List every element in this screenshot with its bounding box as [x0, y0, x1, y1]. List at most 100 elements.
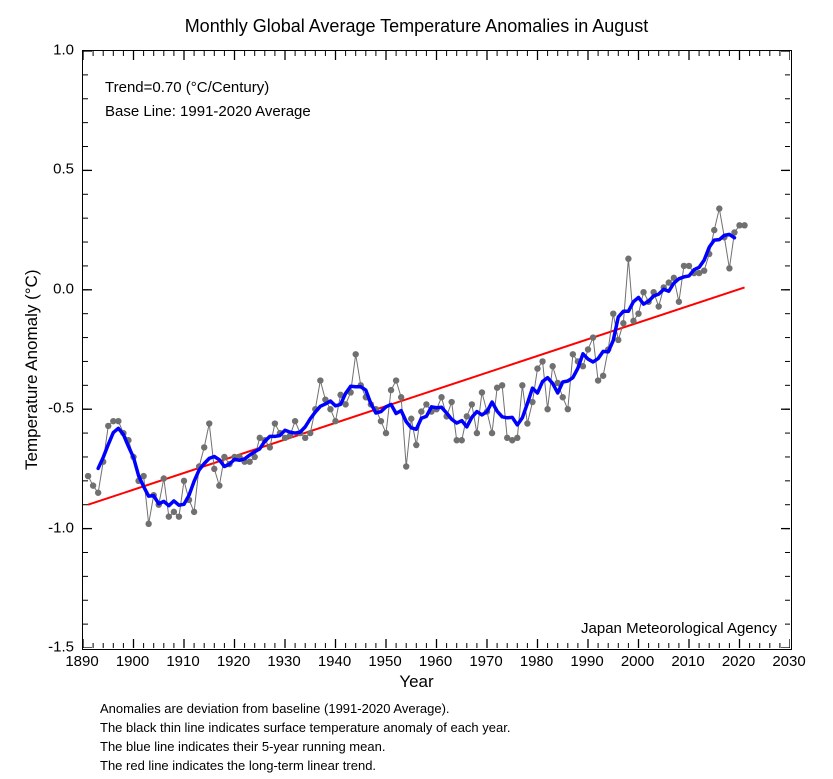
data-point — [398, 394, 404, 400]
data-point — [201, 444, 207, 450]
data-point — [216, 482, 222, 488]
x-axis-label: Year — [0, 672, 833, 692]
data-point — [423, 401, 429, 407]
data-point — [418, 408, 424, 414]
data-point — [267, 444, 273, 450]
data-point — [272, 420, 278, 426]
data-point — [383, 430, 389, 436]
data-point — [549, 363, 555, 369]
chart-title: Monthly Global Average Temperature Anoma… — [0, 16, 833, 37]
x-tick-label: 1920 — [217, 653, 250, 670]
y-tick-label: 0.0 — [34, 280, 74, 297]
data-point — [115, 418, 121, 424]
y-tick-label: 0.5 — [34, 161, 74, 178]
y-axis-label: Temperature Anomaly (°C) — [22, 270, 42, 470]
data-point — [105, 423, 111, 429]
data-point — [544, 406, 550, 412]
data-point — [469, 401, 475, 407]
data-point — [656, 303, 662, 309]
data-point — [590, 334, 596, 340]
x-tick-label: 2030 — [772, 653, 805, 670]
data-point — [499, 382, 505, 388]
raw-series-line — [88, 209, 745, 524]
data-point — [413, 442, 419, 448]
x-tick-label: 1960 — [419, 653, 452, 670]
data-point — [620, 320, 626, 326]
x-tick-label: 2000 — [621, 653, 654, 670]
x-tick-label: 1980 — [520, 653, 553, 670]
data-point — [90, 482, 96, 488]
data-point — [741, 222, 747, 228]
data-point — [640, 289, 646, 295]
data-point — [246, 459, 252, 465]
data-point — [479, 389, 485, 395]
data-point — [206, 420, 212, 426]
data-point — [211, 466, 217, 472]
data-point — [191, 509, 197, 515]
data-point — [565, 406, 571, 412]
data-point — [560, 394, 566, 400]
x-tick-label: 1890 — [65, 653, 98, 670]
data-point — [600, 373, 606, 379]
caption-block: Anomalies are deviation from baseline (1… — [100, 700, 510, 775]
data-point — [388, 387, 394, 393]
plot-area: Trend=0.70 (°C/Century) Base Line: 1991-… — [82, 50, 792, 650]
data-point — [585, 346, 591, 352]
x-tick-label: 1970 — [469, 653, 502, 670]
data-point — [448, 399, 454, 405]
x-tick-label: 1900 — [116, 653, 149, 670]
data-point — [716, 205, 722, 211]
x-tick-label: 1930 — [267, 653, 300, 670]
data-point — [408, 416, 414, 422]
data-point — [711, 227, 717, 233]
data-point — [327, 406, 333, 412]
y-tick-label: -0.5 — [34, 400, 74, 417]
data-point — [625, 256, 631, 262]
data-point — [474, 430, 480, 436]
x-tick-label: 1950 — [368, 653, 401, 670]
data-point — [676, 299, 682, 305]
data-point — [610, 310, 616, 316]
plot-svg — [83, 51, 790, 648]
x-tick-label: 1990 — [570, 653, 603, 670]
x-tick-label: 1910 — [166, 653, 199, 670]
smoothed-series-line — [98, 234, 734, 505]
data-point — [176, 513, 182, 519]
x-tick-label: 2020 — [722, 653, 755, 670]
data-point — [166, 513, 172, 519]
data-point — [317, 377, 323, 383]
data-point — [161, 475, 167, 481]
data-point — [307, 430, 313, 436]
data-point — [403, 463, 409, 469]
caption-line-4: The red line indicates the long-term lin… — [100, 757, 510, 776]
data-point — [378, 418, 384, 424]
y-tick-label: 1.0 — [34, 42, 74, 59]
data-point — [630, 318, 636, 324]
caption-line-2: The black thin line indicates surface te… — [100, 719, 510, 738]
data-point — [539, 358, 545, 364]
data-point — [701, 267, 707, 273]
data-point — [459, 437, 465, 443]
x-tick-label: 2010 — [671, 653, 704, 670]
data-point — [519, 382, 525, 388]
data-point — [292, 418, 298, 424]
data-point — [726, 265, 732, 271]
data-point — [635, 310, 641, 316]
data-point — [332, 418, 338, 424]
data-point — [181, 478, 187, 484]
data-point — [221, 454, 227, 460]
data-point — [534, 365, 540, 371]
data-point — [489, 430, 495, 436]
data-point — [615, 337, 621, 343]
y-tick-label: -1.5 — [34, 639, 74, 656]
data-point — [171, 509, 177, 515]
x-tick-label: 1940 — [318, 653, 351, 670]
caption-line-3: The blue line indicates their 5-year run… — [100, 738, 510, 757]
data-point — [438, 394, 444, 400]
data-point — [464, 413, 470, 419]
data-point — [595, 377, 601, 383]
baseline-annotation: Base Line: 1991-2020 Average — [105, 103, 311, 120]
data-point — [302, 435, 308, 441]
data-point — [524, 420, 530, 426]
data-point — [570, 351, 576, 357]
